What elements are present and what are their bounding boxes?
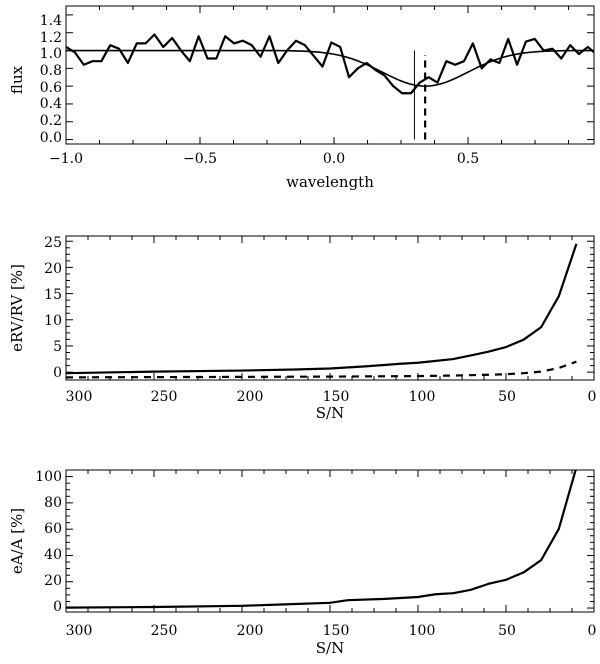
flux-y-tick-label: 1.4 [40, 13, 62, 29]
erv-x-axis-label: S/N [316, 404, 344, 422]
erv-x-tick-label: 200 [237, 389, 264, 405]
ea-y-tick-label: 40 [44, 547, 62, 563]
flux-x-axis-label: wavelength [286, 173, 374, 191]
flux-plot-frame [65, 5, 595, 145]
ea-plot-area [65, 469, 595, 612]
ea-y-tick-label: 20 [44, 573, 62, 589]
ea-x-axis-label: S/N [316, 639, 344, 657]
flux-y-tick-label: 0.6 [40, 80, 62, 96]
flux-y-tick-label: 1.0 [40, 46, 62, 62]
erv-x-tick-label: 250 [151, 389, 178, 405]
flux-y-tick-label: 0.2 [40, 113, 62, 129]
ea-x-tick-label: 300 [66, 623, 93, 639]
erv-x-tick-label: 50 [498, 389, 516, 405]
flux-y-tick-label: 0.0 [40, 130, 62, 146]
erv-x-tick-label: 300 [66, 389, 93, 405]
flux-x-tick-label: 0.5 [457, 151, 479, 167]
panel-flux: −1.0 −0.5 0.0 0.5 0.0 0.2 0.4 0.6 0.8 1.… [8, 5, 595, 191]
flux-y-tick-label: 1.2 [40, 30, 62, 46]
ea-x-tick-label: 0 [588, 623, 597, 639]
erv-x-tick-labels: 300 250 200 150 100 50 0 [66, 389, 597, 405]
panel-erv: 300 250 200 150 100 50 0 0 5 10 15 20 25… [8, 235, 596, 422]
erv-y-tick-label: 20 [44, 261, 62, 277]
erv-series-line [66, 243, 578, 375]
ea-y-tick-label: 0 [53, 599, 62, 615]
ea-y-tick-label: 80 [44, 495, 62, 511]
erv-plot-area [65, 236, 595, 380]
ea-plot-frame [65, 469, 595, 613]
ea-x-tick-label: 50 [498, 623, 516, 639]
flux-series-group [66, 33, 594, 95]
erv-x-tick-label: 150 [323, 389, 350, 405]
ea-x-tick-labels: 300 250 200 150 100 50 0 [66, 623, 597, 639]
flux-y-tick-labels: 0.0 0.2 0.4 0.6 0.8 1.0 1.2 1.4 [40, 13, 62, 146]
ea-x-tick-label: 100 [409, 623, 436, 639]
ea-x-tick-label: 150 [323, 623, 350, 639]
erv-plot-frame [65, 235, 595, 381]
flux-plot-area [65, 6, 594, 144]
flux-x-tick-label: −0.5 [183, 151, 217, 167]
erv-series-group [66, 243, 578, 379]
erv-series-line [66, 360, 577, 379]
flux-y-axis-label: flux [8, 65, 26, 94]
ea-series-group [66, 470, 577, 609]
erv-y-axis-label: eRV/RV [%] [8, 264, 26, 352]
flux-x-tick-label: 0.0 [323, 151, 345, 167]
ea-x-tick-label: 250 [151, 623, 178, 639]
flux-x-tick-labels: −1.0 −0.5 0.0 0.5 [49, 151, 479, 167]
erv-y-tick-label: 10 [44, 313, 62, 329]
erv-y-tick-labels: 0 5 10 15 20 25 [44, 235, 62, 381]
erv-x-tick-label: 0 [588, 389, 597, 405]
ea-y-tick-label: 60 [44, 521, 62, 537]
erv-y-tick-label: 15 [44, 287, 62, 303]
erv-y-tick-label: 25 [44, 235, 62, 251]
panel-ea: 300 250 200 150 100 50 0 0 20 40 60 80 1… [8, 469, 597, 657]
ea-series-line [66, 470, 577, 609]
flux-series-line [66, 49, 594, 87]
ea-y-tick-label: 100 [35, 469, 62, 485]
erv-y-tick-label: 5 [53, 339, 62, 355]
ea-y-tick-labels: 0 20 40 60 80 100 [35, 469, 62, 615]
erv-y-tick-label: 0 [53, 365, 62, 381]
flux-y-tick-label: 0.4 [40, 96, 62, 112]
flux-x-tick-label: −1.0 [49, 151, 83, 167]
flux-series-line [66, 33, 594, 95]
flux-y-tick-label: 0.8 [40, 63, 62, 79]
ea-y-axis-label: eA/A [%] [8, 508, 26, 574]
erv-x-tick-label: 100 [409, 389, 436, 405]
ea-x-tick-label: 200 [237, 623, 264, 639]
